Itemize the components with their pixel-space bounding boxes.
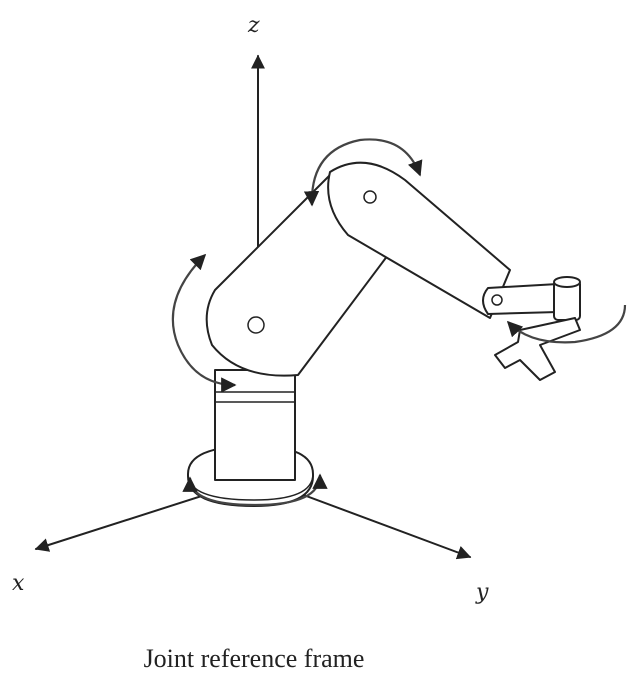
x-axis-label: x xyxy=(12,571,25,596)
rotation-arrows xyxy=(171,138,627,507)
shoulder-rotation-arrow xyxy=(171,253,237,393)
base-rotation-arrow xyxy=(182,473,328,507)
shoulder-joint xyxy=(247,316,265,334)
wrist-gripper xyxy=(482,276,581,381)
y-axis-label: y xyxy=(475,580,489,605)
diagram-caption: Joint reference frame xyxy=(144,644,365,673)
robot-base xyxy=(187,369,314,507)
elbow-rotation-arrow xyxy=(303,138,423,207)
wrist-rotation-arrow xyxy=(506,304,627,344)
z-axis-label: z xyxy=(247,13,260,38)
